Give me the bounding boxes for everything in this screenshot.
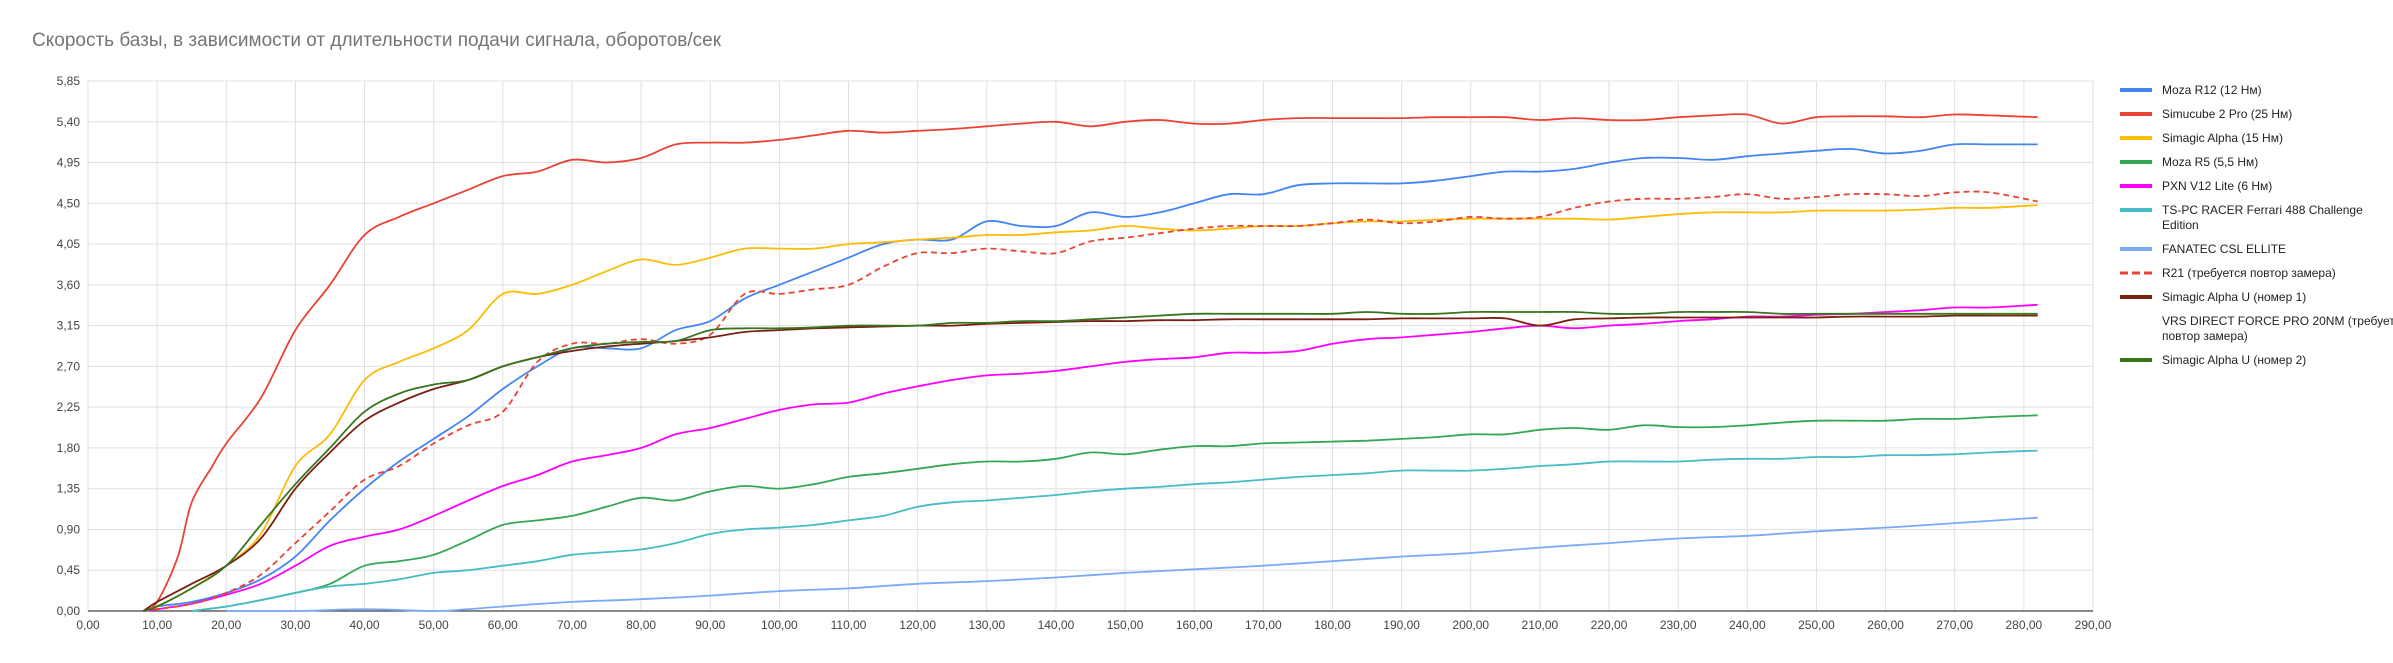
series-lines — [142, 113, 2038, 613]
series-line-4 — [143, 303, 2038, 612]
legend-label-4: PXN V12 Lite (6 Нм) — [2162, 179, 2272, 193]
x-tick-label: 100,00 — [761, 618, 798, 632]
series-line-1 — [142, 113, 2038, 612]
legend-label-0: Moza R12 (12 Нм) — [2162, 83, 2262, 97]
y-tick-label: 2,25 — [57, 400, 81, 414]
y-tick-label: 4,95 — [57, 156, 81, 170]
x-tick-label: 150,00 — [1107, 618, 1144, 632]
legend-label-2: Simagic Alpha (15 Нм) — [2162, 131, 2283, 145]
x-tick-label: 280,00 — [2006, 618, 2043, 632]
y-tick-label: 3,15 — [57, 319, 81, 333]
series-line-5 — [191, 449, 2038, 612]
series-line-3 — [191, 414, 2038, 612]
y-tick-label: 0,45 — [57, 563, 81, 577]
y-tick-label: 4,05 — [57, 237, 81, 251]
chart-title: Скорость базы, в зависимости от длительн… — [32, 30, 722, 51]
legend-label-5: TS-PC RACER Ferrari 488 Challenge Edition — [2162, 203, 2363, 232]
x-tick-label: 180,00 — [1314, 618, 1351, 632]
x-tick-label: 60,00 — [488, 618, 518, 632]
legend-label-6: FANATEC CSL ELLITE — [2162, 242, 2286, 256]
x-tick-label: 30,00 — [280, 618, 310, 632]
legend: Moza R12 (12 Нм) Simucube 2 Pro (25 Нм) Si… — [2120, 83, 2393, 367]
x-tick-label: 210,00 — [1522, 618, 1559, 632]
x-tick-label: 90,00 — [695, 618, 725, 632]
x-tick-label: 190,00 — [1383, 618, 1420, 632]
legend-label-3: Moza R5 (5,5 Нм) — [2162, 155, 2258, 169]
y-tick-label: 0,90 — [57, 522, 81, 536]
x-tick-label: 160,00 — [1176, 618, 1213, 632]
x-tick-label: 50,00 — [419, 618, 449, 632]
x-tick-label: 110,00 — [831, 618, 867, 632]
x-tick-label: 230,00 — [1660, 618, 1697, 632]
y-tick-label: 2,70 — [57, 359, 81, 373]
x-tick-label: 170,00 — [1245, 618, 1282, 632]
legend-label-7: R21 (требуется повтор замера) — [2162, 266, 2336, 280]
x-tick-label: 10,00 — [142, 618, 172, 632]
x-tick-label: 220,00 — [1591, 618, 1628, 632]
legend-label-1: Simucube 2 Pro (25 Нм) — [2162, 107, 2292, 121]
series-line-8 — [142, 314, 2038, 612]
y-tick-label: 1,80 — [57, 441, 81, 455]
grid-lines — [87, 80, 2094, 612]
y-tick-label: 5,85 — [57, 74, 81, 88]
x-tick-label: 40,00 — [350, 618, 380, 632]
x-tick-label: 250,00 — [1798, 618, 1835, 632]
series-line-2 — [143, 204, 2038, 612]
x-tick-label: 140,00 — [1038, 618, 1075, 632]
x-tick-label: 240,00 — [1729, 618, 1766, 632]
x-tick-label: 70,00 — [557, 618, 587, 632]
series-line-7 — [143, 190, 2038, 612]
y-tick-label: 5,40 — [57, 115, 81, 129]
x-tick-label: 260,00 — [1867, 618, 1904, 632]
x-tick-label: 20,00 — [211, 618, 241, 632]
y-tick-label: 3,60 — [57, 278, 81, 292]
legend-label-9: VRS DIRECT FORCE PRO 20NM (требуется повт… — [2162, 314, 2393, 343]
legend-label-10: Simagic Alpha U (номер 2) — [2162, 353, 2306, 367]
x-tick-label: 270,00 — [1936, 618, 1973, 632]
series-line-10 — [143, 310, 2038, 612]
series-line-0 — [142, 143, 2038, 612]
x-tick-label: 130,00 — [968, 618, 1005, 632]
y-tick-label: 1,35 — [57, 482, 81, 496]
x-tick-label: 80,00 — [626, 618, 656, 632]
legend-label-8: Simagic Alpha U (номер 1) — [2162, 290, 2306, 304]
y-tick-label: 4,50 — [57, 196, 81, 210]
x-tick-label: 290,00 — [2075, 618, 2112, 632]
y-tick-label: 0,00 — [57, 604, 81, 618]
x-tick-label: 0,00 — [76, 618, 100, 632]
series-line-6 — [226, 516, 2038, 613]
x-tick-label: 120,00 — [899, 618, 936, 632]
x-tick-label: 200,00 — [1452, 618, 1489, 632]
